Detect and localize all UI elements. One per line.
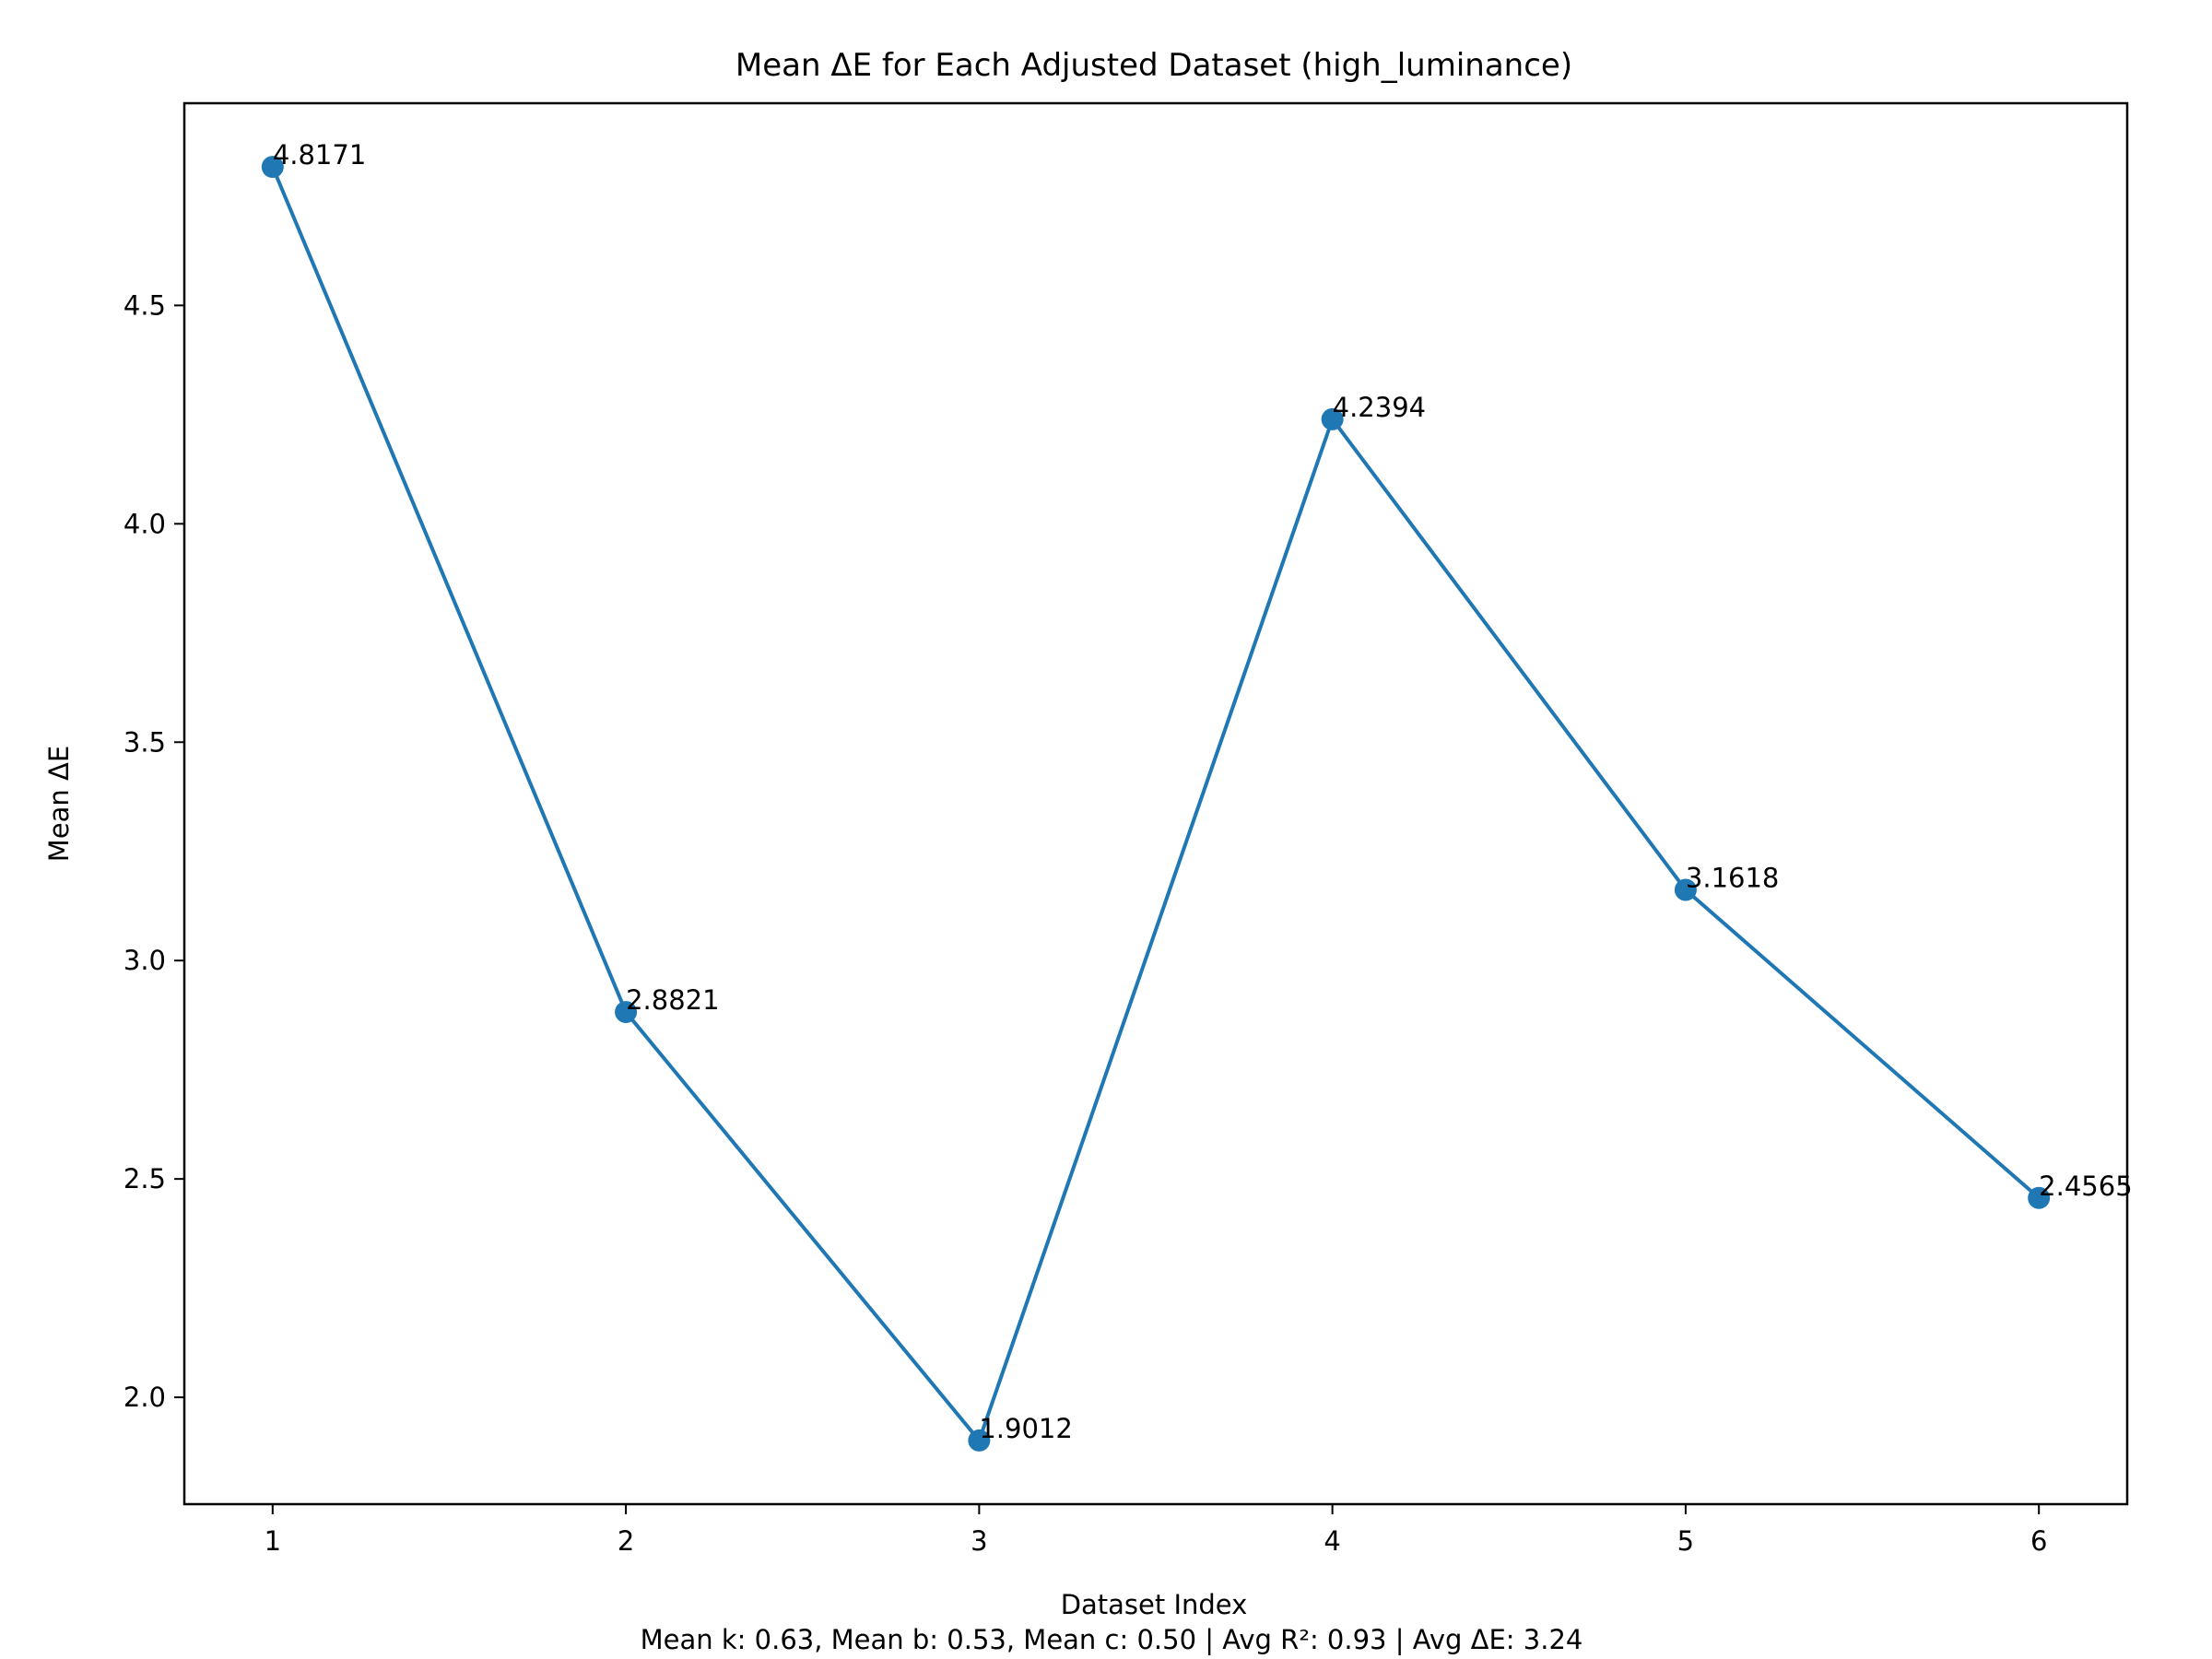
data-point (615, 1001, 638, 1024)
y-tick-label: 4.0 (124, 508, 166, 539)
data-label: 4.2394 (1333, 392, 1426, 423)
y-tick-label: 3.5 (124, 726, 166, 758)
data-markers (261, 156, 2051, 1452)
data-point (1321, 407, 1344, 430)
x-axis-label: Dataset Index (1061, 1589, 1248, 1620)
x-tick-label: 2 (618, 1525, 634, 1557)
data-label: 4.8171 (273, 139, 366, 171)
data-label: 2.4565 (2039, 1171, 2132, 1202)
x-tick-label: 1 (265, 1525, 281, 1557)
series-line (270, 166, 2041, 1442)
data-point (261, 156, 284, 179)
x-axis-ticks: 1 2 3 4 5 6 (265, 1504, 2047, 1557)
y-tick-label: 2.0 (124, 1382, 166, 1413)
x-tick-label: 6 (2030, 1525, 2047, 1557)
footer-summary: Mean k: 0.63, Mean b: 0.53, Mean c: 0.50… (641, 1624, 1583, 1655)
x-tick-label: 5 (1677, 1525, 1694, 1557)
y-tick-label: 2.5 (124, 1163, 166, 1194)
data-label: 2.8821 (626, 984, 719, 1016)
y-axis-label: Mean ΔE (43, 746, 75, 862)
x-tick-label: 4 (1324, 1525, 1340, 1557)
y-tick-label: 3.0 (124, 945, 166, 976)
data-labels: 4.8171 2.8821 1.9012 4.2394 3.1618 2.4565 (273, 139, 2133, 1444)
data-point (1674, 878, 1697, 901)
data-label: 3.1618 (1686, 863, 1779, 894)
data-point (2028, 1186, 2051, 1209)
chart-title: Mean ΔE for Each Adjusted Dataset (high_… (735, 47, 1572, 84)
data-point (968, 1429, 991, 1452)
x-tick-label: 3 (971, 1525, 987, 1557)
data-label: 1.9012 (979, 1413, 1072, 1444)
axes-frame (182, 101, 2129, 1506)
y-tick-label: 4.5 (124, 289, 166, 321)
y-axis-ticks: 2.0 2.5 3.0 3.5 4.0 4.5 (124, 289, 184, 1413)
